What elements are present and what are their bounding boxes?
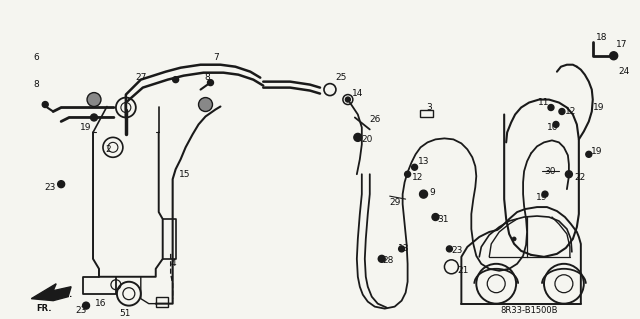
Circle shape xyxy=(42,101,48,108)
Circle shape xyxy=(512,237,516,241)
Circle shape xyxy=(559,108,565,115)
Text: 19: 19 xyxy=(80,123,92,132)
Text: 8R33-B1500B: 8R33-B1500B xyxy=(500,306,558,315)
Circle shape xyxy=(565,171,572,178)
Circle shape xyxy=(173,77,179,83)
Circle shape xyxy=(586,151,592,157)
Text: 23: 23 xyxy=(76,306,87,315)
Text: 2: 2 xyxy=(105,145,111,154)
Circle shape xyxy=(354,133,362,141)
Text: 17: 17 xyxy=(616,40,627,49)
Text: 4: 4 xyxy=(171,259,176,268)
Text: 30: 30 xyxy=(544,167,556,176)
Text: 7: 7 xyxy=(214,53,220,62)
Text: 1: 1 xyxy=(124,309,129,318)
Circle shape xyxy=(404,171,411,177)
Bar xyxy=(420,109,433,117)
Text: 22: 22 xyxy=(574,173,585,182)
Text: 18: 18 xyxy=(596,33,607,42)
Text: 25: 25 xyxy=(335,73,346,82)
Text: 12: 12 xyxy=(412,173,423,182)
Polygon shape xyxy=(31,284,71,300)
Text: 26: 26 xyxy=(370,115,381,124)
Text: 6: 6 xyxy=(33,53,39,62)
Text: 10: 10 xyxy=(547,123,559,132)
Text: FR.: FR. xyxy=(58,290,72,299)
Circle shape xyxy=(207,80,214,85)
Circle shape xyxy=(542,191,548,197)
Circle shape xyxy=(90,114,97,121)
Text: 12: 12 xyxy=(565,107,576,116)
Text: 14: 14 xyxy=(352,89,364,98)
Text: 15: 15 xyxy=(179,170,190,179)
Text: 29: 29 xyxy=(390,197,401,207)
Text: 9: 9 xyxy=(429,188,435,197)
Text: FR.: FR. xyxy=(36,304,52,313)
Text: 21: 21 xyxy=(458,266,468,275)
Text: 20: 20 xyxy=(362,135,373,144)
Text: 31: 31 xyxy=(438,214,449,224)
Text: 8: 8 xyxy=(33,80,39,89)
Text: 11: 11 xyxy=(538,98,549,107)
Text: 16: 16 xyxy=(95,299,106,308)
Circle shape xyxy=(610,52,618,60)
Circle shape xyxy=(198,98,212,112)
Circle shape xyxy=(432,213,439,220)
Text: 27: 27 xyxy=(135,73,147,82)
Circle shape xyxy=(447,246,452,252)
Bar xyxy=(156,297,168,307)
Circle shape xyxy=(548,105,554,110)
Text: 23: 23 xyxy=(451,246,463,256)
Circle shape xyxy=(346,97,350,102)
Circle shape xyxy=(420,190,428,198)
Text: 19: 19 xyxy=(536,193,547,202)
Text: 23: 23 xyxy=(45,183,56,192)
Circle shape xyxy=(58,181,65,188)
Text: 19: 19 xyxy=(593,103,604,112)
Text: 13: 13 xyxy=(417,157,429,166)
Circle shape xyxy=(83,302,90,309)
Text: 3: 3 xyxy=(426,103,432,112)
Circle shape xyxy=(399,246,404,252)
Circle shape xyxy=(378,255,385,262)
Text: 13: 13 xyxy=(397,244,409,253)
Circle shape xyxy=(412,164,417,170)
Text: 24: 24 xyxy=(619,67,630,76)
Text: 28: 28 xyxy=(383,256,394,265)
Circle shape xyxy=(553,122,559,127)
Circle shape xyxy=(87,93,101,107)
Text: 8: 8 xyxy=(205,73,211,82)
Text: 19: 19 xyxy=(591,147,602,156)
Text: 5: 5 xyxy=(119,309,125,318)
